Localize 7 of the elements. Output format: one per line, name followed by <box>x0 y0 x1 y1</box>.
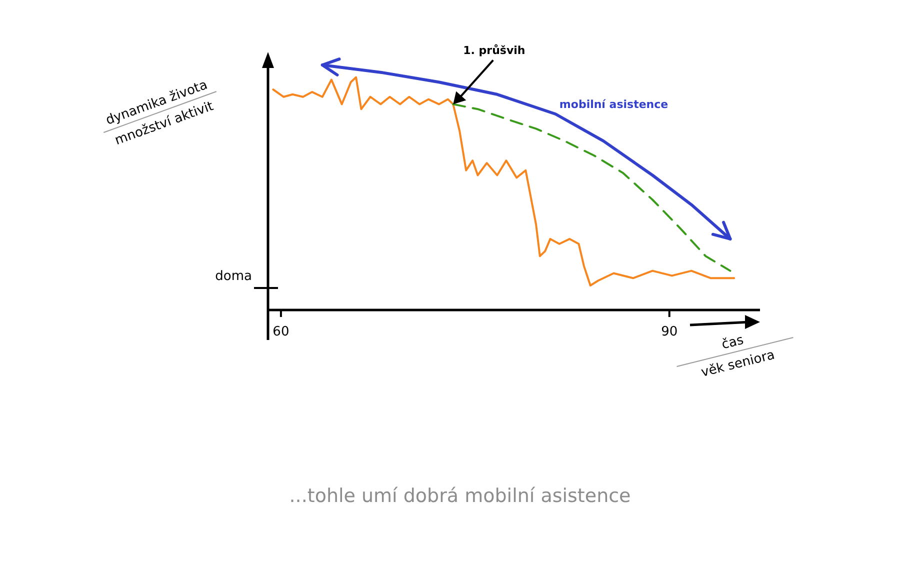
text: ...tohle umí dobrá mobilní asistence <box>289 485 631 507</box>
series-label: mobilní asistence <box>559 98 668 111</box>
x-tick-label: 60 <box>272 324 290 340</box>
x-axis-title: čas věk seniora <box>700 332 776 381</box>
ref-line-label: doma <box>215 268 252 284</box>
annotation: 1. průšvih <box>463 44 526 58</box>
x-tick-label: 90 <box>661 324 678 340</box>
